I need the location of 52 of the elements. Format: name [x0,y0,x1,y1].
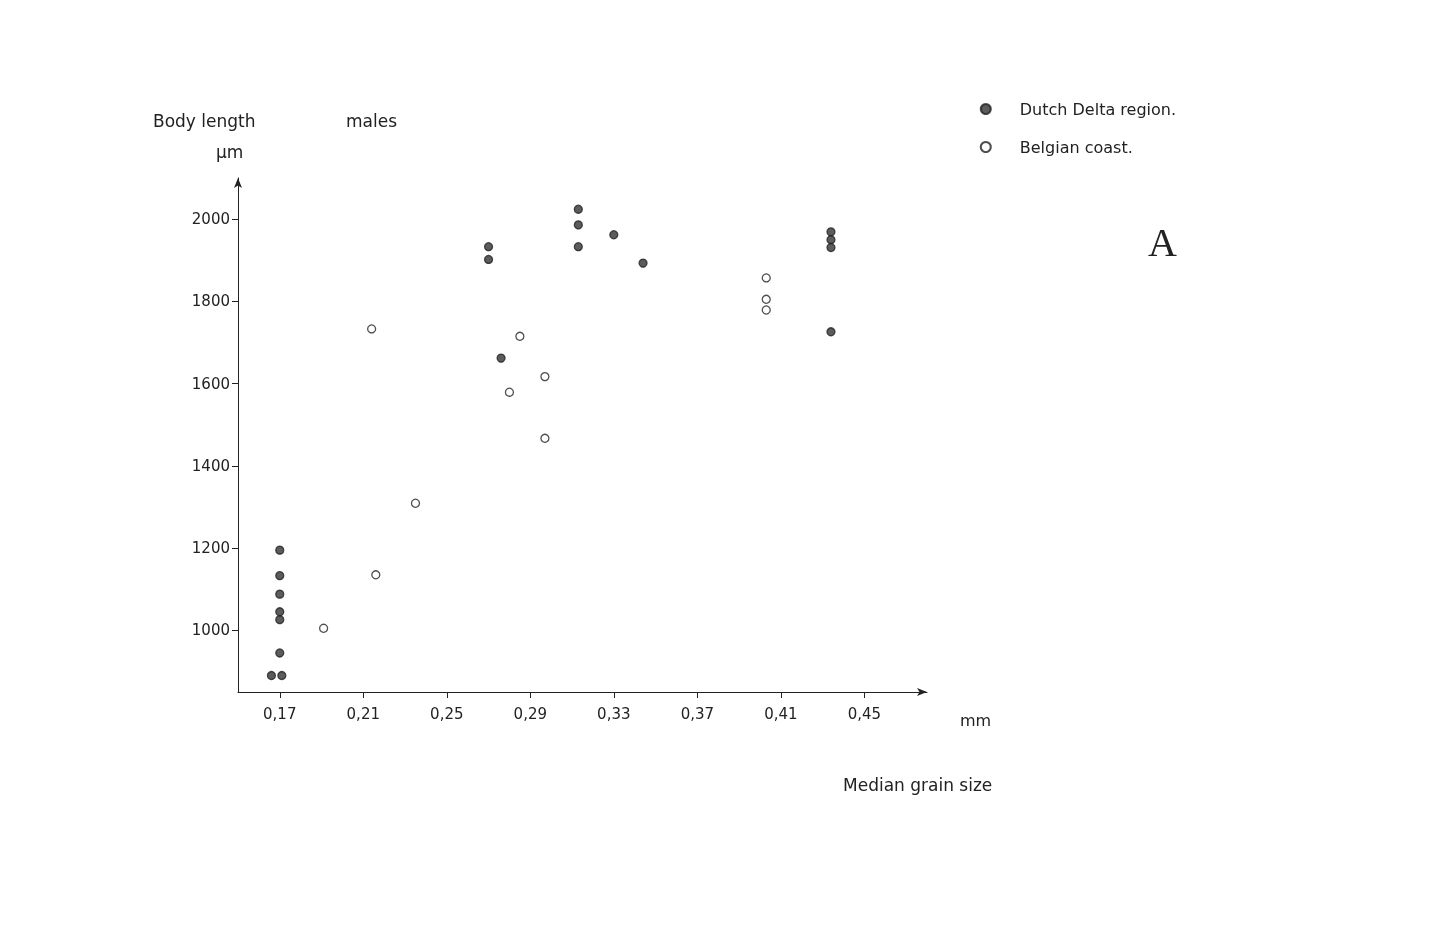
point [540,371,550,382]
x-tick-label: 0,33 [597,704,631,723]
point [275,648,285,658]
point [371,570,381,580]
point [275,545,285,555]
point [515,331,525,341]
point [318,623,329,633]
point [483,242,494,252]
point [496,353,506,363]
point [275,614,285,625]
y-axis-title: Body length µm [153,110,256,162]
y-tick-label: 1800 [191,292,230,311]
point [275,607,285,617]
x-tick-label: 0,17 [263,704,297,723]
legend-label: Dutch Delta region. [1019,99,1176,119]
point [366,324,377,334]
x-tick-label: 0,45 [847,704,882,723]
point [638,258,648,268]
text: mm [960,710,992,730]
x-axis-title: Median grain size [843,774,993,795]
y-tick-label: 1200 [191,539,230,558]
text: A [1148,219,1177,265]
y-tick-label: 2000 [191,210,230,229]
point [761,294,771,304]
point [826,242,836,253]
point [573,220,583,230]
point [483,254,494,265]
point [826,235,836,245]
point [277,670,287,681]
point [609,230,619,240]
x-tick-label: 0,29 [513,704,548,723]
point [826,327,836,337]
point [410,498,421,508]
x-tick-label: 0,21 [346,704,380,723]
point [540,433,550,443]
y-tick-label: 1600 [191,374,230,393]
point [761,305,771,315]
point [275,570,285,581]
point [573,204,583,214]
chart-subtitle: males [346,110,398,131]
point [504,387,515,397]
point [826,227,836,237]
point [266,670,277,681]
x-tick-label: 0,37 [680,704,715,723]
point [761,273,771,283]
point [275,589,285,599]
x-tick-label: 0,25 [430,704,464,723]
x-tick-label: 0,41 [764,704,798,723]
legend-label: Belgian coast. [1019,137,1133,157]
y-tick-label: 1400 [191,456,230,475]
point [573,242,583,252]
y-tick-label: 1000 [191,621,230,640]
